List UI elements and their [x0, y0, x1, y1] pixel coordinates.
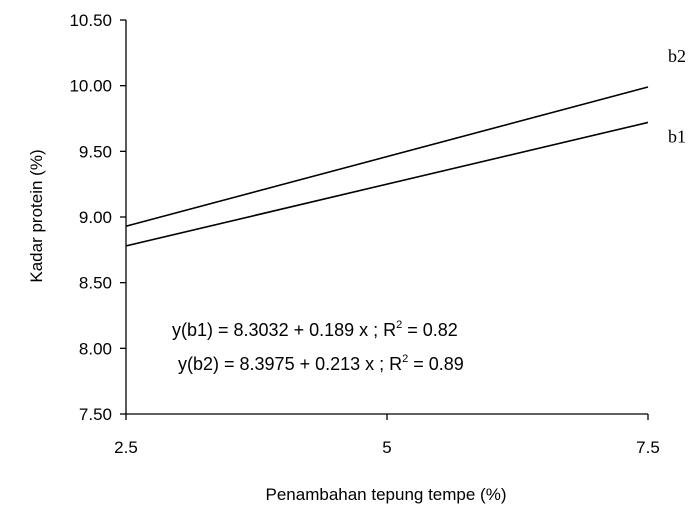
y-tick-label-6: 10.50	[69, 11, 112, 30]
y-axis-title: Kadar protein (%)	[27, 149, 46, 282]
series-label-b1: b1	[668, 126, 686, 146]
equation-b2-main: y(b2) = 8.3975 + 0.213 x ; R	[178, 354, 402, 374]
series-label-b2: b2	[668, 46, 686, 66]
equation-b2-sup: 2	[402, 353, 408, 365]
equation-b1-sup: 2	[396, 319, 402, 331]
series-lines	[125, 86, 649, 247]
equation-b1: y(b1) = 8.3032 + 0.189 x ; R2 = 0.82	[172, 319, 458, 340]
series-line-b1	[125, 121, 649, 247]
series-labels: b2 b1	[668, 46, 686, 146]
x-tick-label-2: 7.5	[636, 438, 660, 457]
y-tick-label-1: 8.00	[79, 339, 112, 358]
x-axis-title: Penambahan tepung tempe (%)	[266, 485, 507, 504]
y-tick-label-4: 9.50	[79, 142, 112, 161]
x-tick-label-1: 5	[382, 438, 391, 457]
x-tick-label-0: 2.5	[114, 438, 138, 457]
y-tick-label-0: 7.50	[79, 405, 112, 424]
equation-b2: y(b2) = 8.3975 + 0.213 x ; R2 = 0.89	[178, 353, 464, 374]
equation-b1-tail: = 0.82	[402, 320, 458, 340]
axes: 7.50 8.00 8.50 9.00 9.50 10.00 10.50 2.5 5 7.5	[69, 11, 659, 457]
equation-b1-main: y(b1) = 8.3032 + 0.189 x ; R	[172, 320, 396, 340]
y-tick-label-2: 8.50	[79, 274, 112, 293]
y-tick-label-3: 9.00	[79, 208, 112, 227]
equation-b2-tail: = 0.89	[408, 354, 464, 374]
series-line-b2	[125, 86, 649, 227]
y-tick-label-5: 10.00	[69, 77, 112, 96]
